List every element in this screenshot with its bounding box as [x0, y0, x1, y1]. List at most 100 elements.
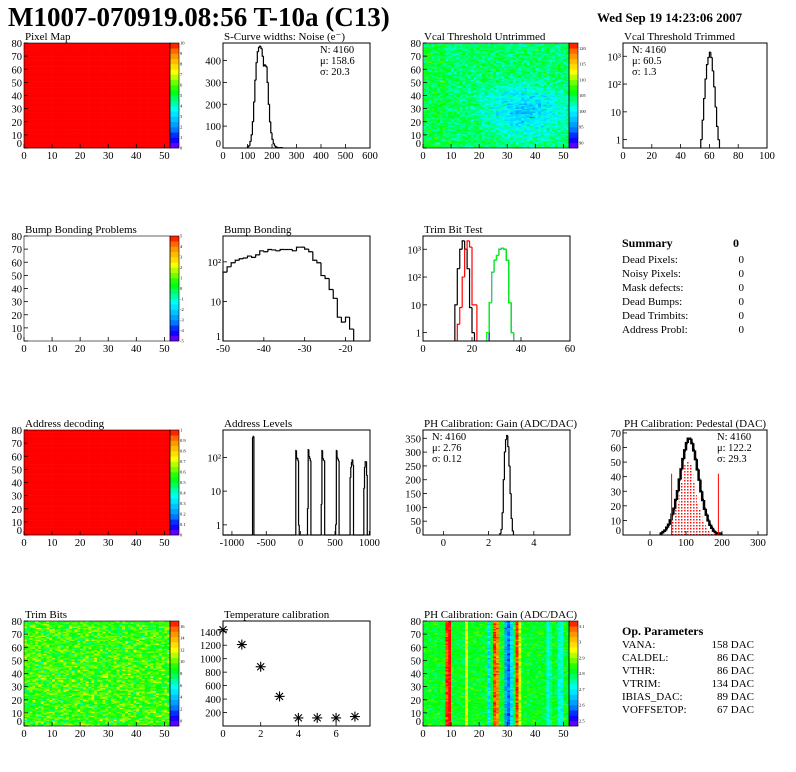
heatmap-cell	[52, 81, 56, 83]
heatmap-cell	[63, 43, 67, 45]
heatmap-cell	[63, 91, 67, 94]
heatmap-cell	[57, 112, 61, 115]
heatmap-cell	[29, 70, 33, 73]
heatmap-cell	[26, 115, 30, 117]
heatmap-cell	[60, 127, 64, 129]
heatmap-cell	[26, 53, 30, 56]
summary-value: 0	[739, 268, 745, 280]
heatmap-cell	[38, 145, 42, 147]
heatmap-cell	[46, 137, 50, 140]
heatmap-cell	[57, 129, 61, 132]
heatmap-cell	[35, 128, 39, 130]
heatmap-cell	[29, 145, 33, 147]
heatmap-cell	[66, 111, 70, 113]
panel-s-curve-widths-noise-e-: S-Curve widths: Noise (e⁻)0 100 200 300 400 5…	[205, 31, 378, 162]
heatmap-cell	[38, 115, 42, 117]
heatmap-cell	[49, 58, 53, 61]
heatmap-cell	[68, 69, 73, 71]
heatmap-cell	[68, 70, 73, 73]
heatmap-cell	[52, 45, 56, 48]
heatmap-cell	[24, 129, 28, 132]
heatmap-cell	[57, 73, 61, 75]
heatmap-cell	[35, 45, 39, 48]
heatmap-cell	[40, 78, 44, 81]
heatmap-cell	[63, 82, 67, 84]
heatmap-cell	[24, 49, 28, 52]
heatmap-cell	[68, 124, 73, 126]
heatmap-cell	[38, 128, 42, 130]
heatmap-cell	[46, 82, 50, 84]
palette-band	[170, 95, 179, 102]
heatmap-cell	[43, 44, 47, 46]
heatmap-cell	[49, 98, 53, 100]
heatmap-cell	[29, 90, 33, 92]
heatmap-cell	[52, 141, 56, 144]
heatmap-cell	[40, 108, 44, 111]
canvas-title: M1007-070919.08:56 T-10a (C13)	[8, 2, 390, 32]
heatmap-cell	[49, 116, 53, 119]
heatmap-cell	[43, 46, 47, 49]
heatmap-cell	[26, 82, 30, 84]
heatmap-cell	[29, 50, 33, 53]
heatmap-cell	[57, 69, 61, 71]
heatmap-cell	[52, 78, 56, 81]
heatmap-cell	[43, 58, 47, 61]
histogram-bin	[251, 121, 254, 135]
heatmap-cell	[63, 56, 67, 58]
heatmap-cell	[52, 109, 56, 112]
heatmap-cell	[63, 71, 67, 74]
palette-tick-label: 7	[180, 72, 183, 77]
heatmap-cell	[40, 137, 44, 140]
heatmap-cell	[24, 96, 28, 99]
heatmap-cell	[52, 125, 56, 128]
heatmap-cell	[38, 64, 42, 66]
heatmap-cell	[29, 128, 33, 130]
heatmap-cell	[60, 141, 64, 144]
heatmap-cell	[43, 82, 47, 84]
heatmap-cell	[54, 100, 58, 103]
heatmap-cell	[40, 52, 44, 54]
heatmap-cell	[60, 142, 64, 145]
heatmap-cell	[46, 58, 50, 61]
heatmap-cell	[46, 111, 50, 113]
heatmap-cell	[63, 125, 67, 128]
heatmap-cell	[63, 95, 67, 98]
heatmap-cell	[38, 86, 42, 88]
palette-band	[170, 48, 179, 54]
heatmap-cell	[66, 69, 70, 71]
histogram-bin	[267, 82, 270, 105]
heatmap-cell	[24, 104, 28, 107]
heatmap-cell	[63, 48, 67, 50]
heatmap-cell	[38, 85, 42, 87]
heatmap-cell	[68, 88, 73, 91]
heatmap-cell	[43, 144, 47, 146]
heatmap-cell	[43, 127, 47, 129]
heatmap-cell	[43, 121, 47, 124]
heatmap-cell	[29, 67, 33, 70]
y-tick-label: 10	[12, 131, 23, 142]
heatmap-cell	[29, 86, 33, 88]
heatmap-cell	[57, 144, 61, 146]
op-parameter-label: IBIAS_DAC:	[622, 691, 683, 703]
heatmap-cell	[68, 146, 73, 149]
y-tick-label: 400	[205, 57, 221, 68]
heatmap-cell	[46, 132, 50, 134]
heatmap-cell	[35, 91, 39, 94]
heatmap-cell	[43, 95, 47, 98]
heatmap-cell	[32, 121, 36, 124]
heatmap-cell	[54, 142, 58, 145]
histogram-bin	[256, 51, 259, 63]
heatmap-cell	[24, 56, 28, 58]
heatmap-cell	[32, 120, 36, 123]
heatmap-cell	[38, 73, 42, 75]
heatmap-cell	[38, 129, 42, 132]
heatmap-cell	[68, 106, 73, 108]
heatmap-cell	[32, 145, 36, 147]
heatmap-cell	[49, 112, 53, 115]
heatmap-cell	[52, 83, 56, 86]
heatmap-cell	[32, 100, 36, 103]
heatmap-cell	[54, 79, 58, 82]
heatmap-cell	[46, 83, 50, 86]
